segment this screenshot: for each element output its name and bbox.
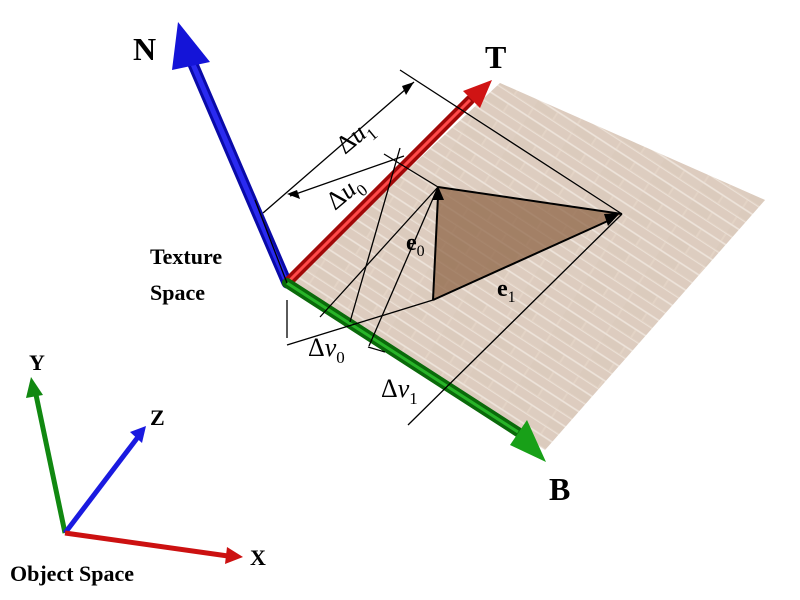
bitangent-axis-label: B xyxy=(549,471,570,507)
delta-v1-label: Δv1 xyxy=(381,374,418,408)
bitangent-axis-arrow xyxy=(282,278,546,462)
edge-e0-label: e0 xyxy=(406,230,425,260)
object-x-label: X xyxy=(250,545,266,570)
triangle-face xyxy=(433,187,622,300)
object-y-label: Y xyxy=(29,350,45,375)
texture-space-label-line1: Texture xyxy=(150,244,222,269)
object-z-axis-arrow xyxy=(63,426,146,535)
delta-v0-label: Δv0 xyxy=(308,333,345,367)
triangle-edges xyxy=(432,186,623,301)
object-z-label: Z xyxy=(150,405,165,430)
edge-e1-label: e1 xyxy=(497,276,516,306)
svg-text:Δu1: Δu1 xyxy=(330,113,381,164)
object-space-label: Object Space xyxy=(10,561,134,586)
tangent-axis-arrow xyxy=(282,80,492,288)
object-x-axis-arrow xyxy=(64,530,243,564)
object-y-axis-arrow xyxy=(26,377,68,534)
delta-u1-label: Δu1 xyxy=(330,113,381,164)
dimension-arrowheads xyxy=(287,82,414,199)
edge-arrowheads xyxy=(432,186,620,226)
tangent-axis-label: T xyxy=(485,39,506,75)
construction-lines xyxy=(254,69,623,426)
normal-axis-label: N xyxy=(133,31,156,67)
texture-space-label-line2: Space xyxy=(150,280,205,305)
normal-axis-arrow xyxy=(172,22,293,289)
